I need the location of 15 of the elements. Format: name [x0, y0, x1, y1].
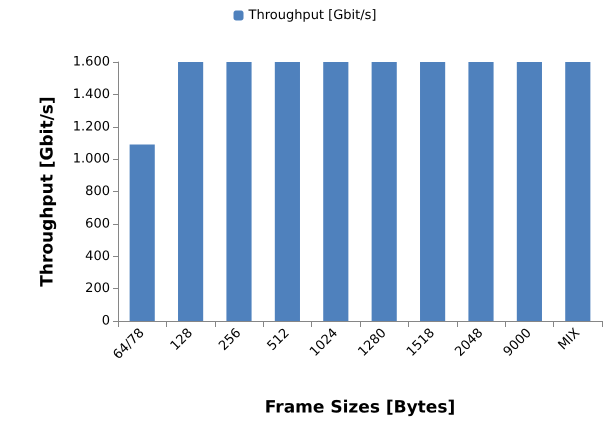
- y-tick-label: 400: [85, 248, 110, 264]
- x-tick-label: MIX: [556, 326, 584, 354]
- y-tick-label: 1.200: [72, 119, 110, 134]
- x-tick-label: 512: [264, 326, 293, 354]
- y-tick-label: 1.600: [72, 54, 110, 70]
- x-tick-label: 128: [168, 326, 196, 354]
- y-tick-label: 1.000: [72, 152, 110, 167]
- y-axis-title: Throughput [Gbit/s]: [38, 96, 58, 287]
- y-tick-label: 600: [85, 216, 110, 232]
- y-tick-label: 1.400: [72, 86, 110, 102]
- y-tick-label: 800: [85, 184, 110, 199]
- y-tick-label: 200: [85, 281, 110, 296]
- y-tick-label: 0: [102, 314, 110, 328]
- legend-label: Throughput [Gbit/s]: [248, 8, 376, 23]
- x-axis-title: Frame Sizes [Bytes]: [264, 398, 456, 418]
